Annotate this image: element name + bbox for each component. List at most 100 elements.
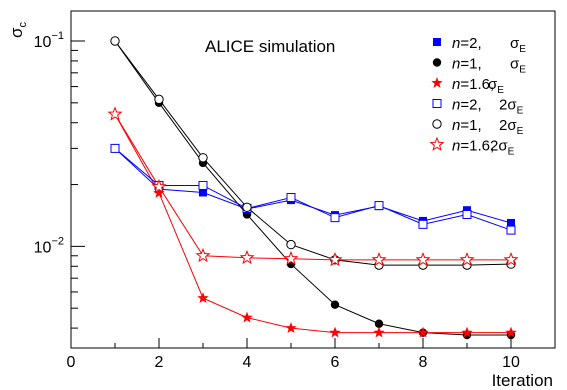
series-3 (114, 148, 512, 231)
legend-label: n=1.6,2σE (452, 138, 515, 158)
data-point (241, 311, 253, 323)
legend-entry: n=1.6,σE (431, 76, 504, 96)
data-point (329, 326, 341, 338)
data-point (198, 153, 208, 163)
legend-n: n (452, 97, 460, 114)
legend-entry: n=1.6,2σE (429, 136, 515, 158)
legend-label: n=1.6,σE (452, 76, 504, 96)
legend-marker (429, 136, 445, 151)
legend-marker (431, 77, 443, 88)
x-tick-label: 4 (243, 354, 252, 371)
chart-title: ALICE simulation (205, 37, 335, 56)
data-point (153, 186, 165, 198)
data-point (505, 326, 517, 338)
x-axis-label: Iteration (492, 371, 553, 390)
data-point (417, 326, 429, 338)
data-point (506, 225, 516, 235)
data-point (327, 251, 343, 267)
y-tick-label-base: 10 (34, 34, 52, 51)
legend-label: n=1, σE (452, 56, 526, 76)
series-line (114, 40, 511, 336)
series-1 (114, 40, 511, 336)
series-line (114, 148, 512, 231)
data-point (507, 218, 515, 227)
legend-value: =1, (460, 56, 481, 73)
x-tick-label: 2 (155, 354, 164, 371)
y-tick-label: 10−2 (34, 235, 64, 256)
data-point (330, 213, 340, 223)
legend-entry: n=2, 2σE (432, 97, 524, 117)
legend-value: =1, (460, 117, 481, 134)
data-point (503, 251, 519, 267)
series-layer (107, 36, 519, 340)
legend-n: n (452, 35, 460, 52)
series-2 (114, 113, 511, 334)
legend-label: n=2, 2σE (452, 97, 524, 117)
legend-marker (432, 119, 442, 129)
data-point (154, 94, 164, 105)
legend-n: n (452, 56, 460, 73)
legend-entry: n=2, σE (433, 35, 526, 55)
legend-prefix: 2 (499, 117, 507, 134)
legend-sub: E (508, 147, 515, 158)
data-point (110, 143, 120, 153)
data-point (415, 251, 431, 267)
data-point (239, 249, 255, 265)
legend-n: n (452, 76, 460, 93)
legend-entry: n=1, σE (432, 56, 526, 76)
y-tick-label: 10−1 (34, 30, 64, 51)
y-tick-label-exp: −1 (51, 30, 64, 42)
data-point (373, 326, 385, 338)
legend-marker (432, 99, 442, 108)
data-point (107, 106, 123, 121)
legend-sub: E (517, 126, 524, 137)
legend-sigma: σ (510, 35, 520, 52)
legend-sub: E (497, 85, 504, 96)
legend-value: =1.6, (460, 138, 494, 155)
data-point (371, 251, 387, 267)
legend-sigma: σ (498, 138, 508, 155)
data-point (195, 247, 211, 263)
y-tick-label-exp: −2 (51, 235, 64, 247)
data-point (462, 209, 472, 219)
data-point (283, 250, 299, 266)
series-line (114, 113, 511, 334)
legend-label: n=2, σE (452, 35, 526, 55)
data-point (198, 180, 208, 190)
y-axis-label: σc (7, 22, 29, 39)
data-point (374, 201, 384, 211)
series-4 (114, 40, 512, 266)
data-point (242, 202, 252, 212)
x-tick-label: 6 (331, 354, 340, 371)
data-point (110, 36, 120, 46)
y-axis-label-text: σc (7, 22, 29, 39)
legend-value: =2, (460, 35, 481, 52)
legend-prefix: 2 (499, 97, 507, 114)
data-point (459, 251, 475, 267)
legend-sigma: σ (507, 97, 517, 114)
data-point (285, 322, 297, 333)
y-tick-label-base: 10 (34, 239, 52, 256)
data-point (151, 178, 167, 194)
legend-n: n (452, 138, 460, 155)
legend-sigma: σ (510, 56, 520, 73)
series-line (114, 113, 511, 261)
data-point (461, 326, 473, 338)
legend-sub: E (517, 106, 524, 117)
legend-entry: n=1, 2σE (432, 117, 524, 137)
x-tick-label: 8 (419, 354, 428, 371)
series-5-points (107, 106, 519, 267)
data-point (374, 319, 384, 328)
data-point (418, 219, 428, 229)
data-point (286, 192, 296, 202)
legend-marker (432, 58, 442, 67)
data-point (286, 239, 296, 250)
y-axis-label-sub: c (17, 22, 29, 28)
plot-frame (70, 10, 556, 349)
legend-sigma: σ (507, 117, 517, 134)
data-point (330, 300, 340, 309)
legend-sigma: σ (488, 76, 498, 93)
legend-value: =1.6, (460, 76, 494, 93)
